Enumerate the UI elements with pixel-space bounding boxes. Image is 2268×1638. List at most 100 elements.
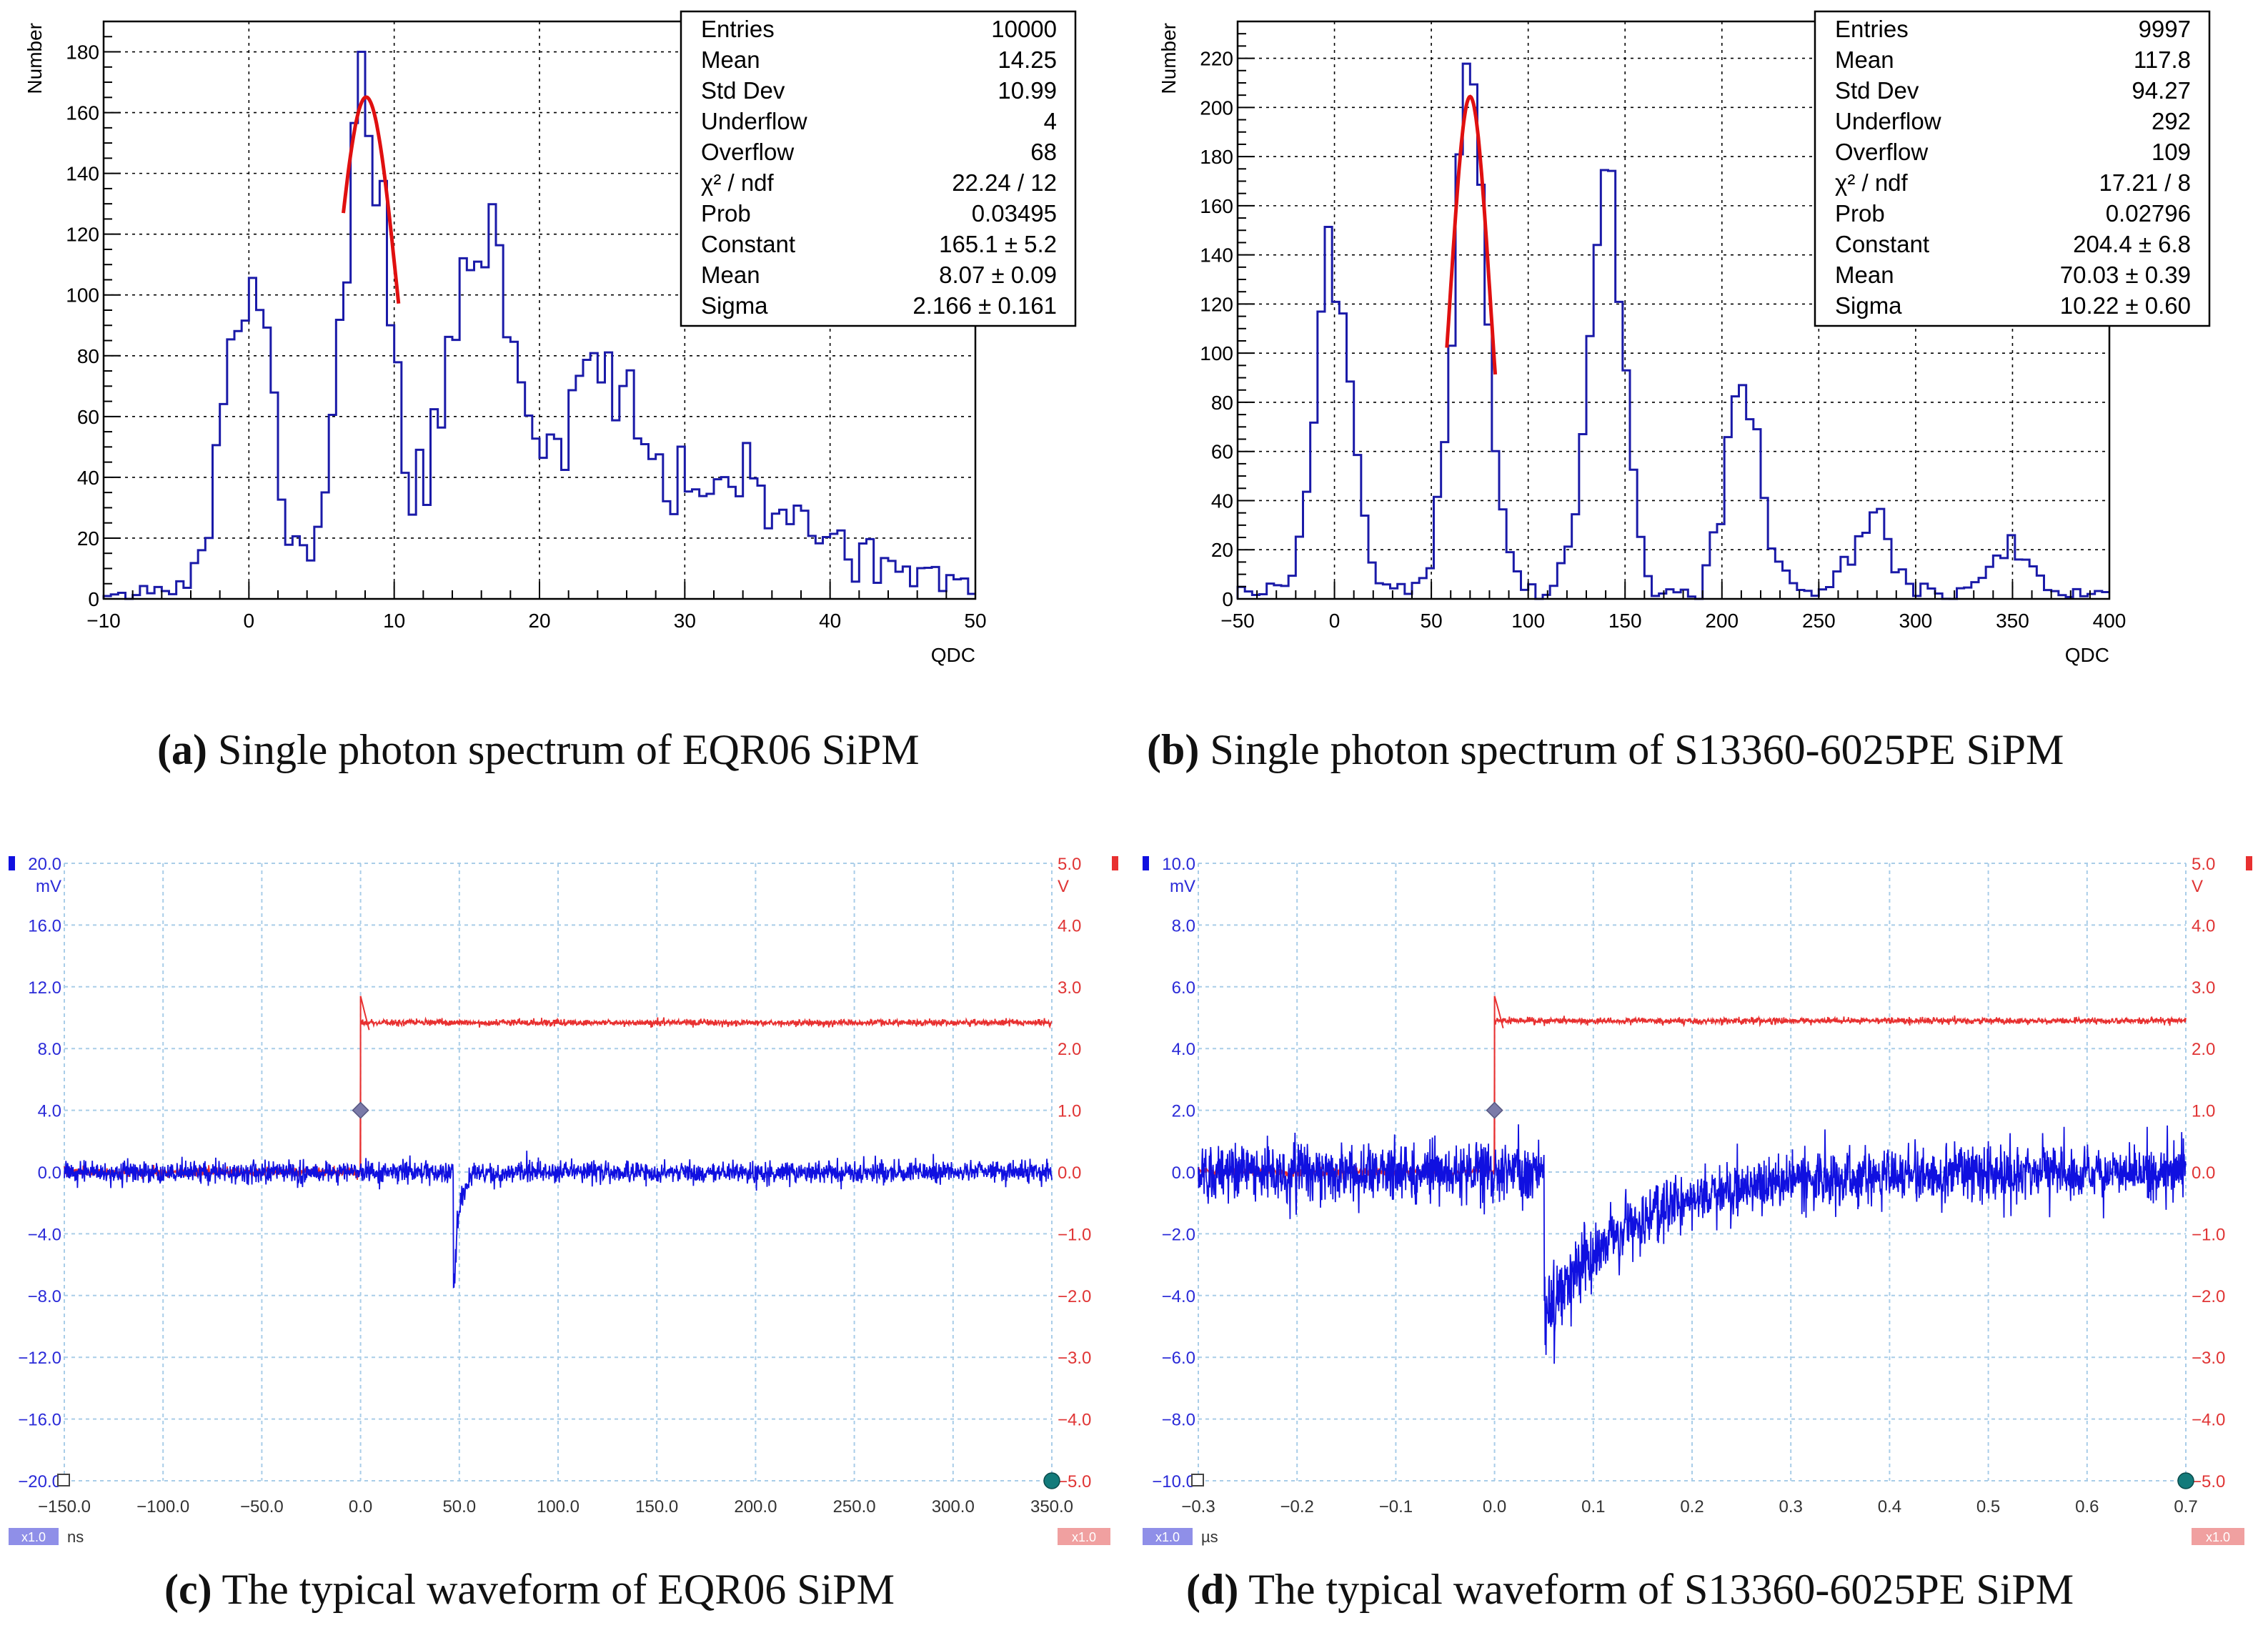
left-tick-label-2: −6.0: [1162, 1349, 1195, 1368]
left-tick-label-1: −8.0: [1162, 1411, 1195, 1430]
caption-d-text: The typical waveform of S13360-6025PE Si…: [1238, 1566, 2074, 1613]
y-axis-label: Number: [1158, 23, 1180, 94]
y-tick-label-1: 20: [77, 527, 99, 550]
x-tick-label-8: 350: [1996, 610, 2029, 632]
right-scale-badge-text: x1.0: [1072, 1530, 1096, 1544]
left-tick-label-5: 0.0: [1172, 1163, 1195, 1183]
x-tick-label-2: 10: [383, 610, 405, 632]
x-tick-label-6: 150.0: [635, 1497, 678, 1517]
stats-label: χ² / ndf: [1835, 169, 1909, 196]
stats-label: Mean: [1835, 46, 1894, 73]
x-tick-label-5: 100.0: [537, 1497, 580, 1517]
x-tick-label-2: 50: [1421, 610, 1443, 632]
signal-trace: [1198, 1124, 2187, 1364]
stats-label: Prob: [701, 200, 751, 227]
stats-value: 70.03 ± 0.39: [2060, 262, 2191, 288]
left-tick-label-6: 2.0: [1172, 1102, 1195, 1121]
x-tick-label-7: 0.4: [1878, 1497, 1901, 1517]
left-tick-label-5: 0.0: [38, 1163, 61, 1183]
stats-label: Constant: [1835, 231, 1929, 257]
caption-b-tag: (b): [1147, 726, 1200, 773]
stats-value: 10000: [991, 16, 1057, 42]
x-tick-label-3: 20: [528, 610, 550, 632]
x-tick-label-1: 0: [1329, 610, 1341, 632]
left-unit-label: mV: [1170, 877, 1195, 896]
x-tick-label-8: 0.5: [1976, 1497, 2000, 1517]
x-tick-label-9: 300.0: [932, 1497, 975, 1517]
x-tick-label-1: −0.2: [1280, 1497, 1314, 1517]
x-tick-label-3: 100: [1511, 610, 1545, 632]
left-tick-label-10: 10.0: [1162, 855, 1195, 874]
panel-d-waveform: −10.0 −8.0 −6.0 −4.0 −2.0 0.0 2.0 4.0 6.0 8.0 10.0…: [1143, 855, 2252, 1546]
stats-label: χ² / ndf: [701, 169, 775, 196]
stats-value: 9997: [2139, 16, 2191, 42]
caption-c: (c) The typical waveform of EQR06 SiPM: [164, 1565, 895, 1614]
stats-label: Mean: [1835, 262, 1894, 288]
right-scale-badge: [2192, 1528, 2244, 1545]
left-scale-badge-text: x1.0: [1155, 1530, 1180, 1544]
stats-label: Entries: [1835, 16, 1909, 42]
stats-value: 292: [2152, 108, 2191, 134]
stats-value: 14.25: [998, 46, 1057, 73]
right-channel-icon: [2246, 856, 2252, 870]
stats-value: 10.22 ± 0.60: [2060, 292, 2191, 319]
x-tick-label-6: 50: [964, 610, 986, 632]
x-tick-label-4: 30: [674, 610, 696, 632]
cursor-marker-icon: [2177, 1472, 2194, 1489]
y-tick-label-5: 100: [1200, 342, 1233, 364]
x-axis-label: QDC: [2065, 644, 2109, 666]
stats-value: 10.99: [998, 77, 1057, 104]
histogram-line: [1236, 62, 2109, 600]
left-channel-icon: [1143, 856, 1149, 870]
x-tick-label-5: 40: [819, 610, 841, 632]
caption-a: (a) Single photon spectrum of EQR06 SiPM: [157, 725, 920, 775]
right-unit-label: V: [1058, 877, 1069, 896]
x-tick-label-4: 150: [1608, 610, 1642, 632]
y-tick-label-0: 0: [1222, 588, 1233, 610]
caption-d-tag: (d): [1186, 1566, 1239, 1613]
x-tick-label-4: 50.0: [442, 1497, 476, 1517]
x-tick-label-3: 0.0: [1483, 1497, 1506, 1517]
right-tick-label-7: 2.0: [1058, 1040, 1081, 1059]
x-tick-label-9: 0.6: [2075, 1497, 2099, 1517]
y-tick-label-8: 160: [66, 102, 99, 124]
left-tick-label-8: 12.0: [28, 978, 61, 998]
stats-value: 117.8: [2134, 46, 2191, 73]
y-tick-label-6: 120: [1200, 293, 1233, 315]
stats-label: Sigma: [1835, 292, 1902, 319]
x-tick-label-5: 0.2: [1680, 1497, 1704, 1517]
right-tick-label-2: −3.0: [2192, 1349, 2225, 1368]
left-tick-label-7: 4.0: [1172, 1040, 1195, 1059]
x-tick-label-4: 0.1: [1581, 1497, 1605, 1517]
x-tick-label-8: 250.0: [833, 1497, 876, 1517]
right-scale-badge: [1058, 1528, 1110, 1545]
stats-value: 0.02796: [2106, 200, 2191, 227]
y-tick-label-7: 140: [66, 163, 99, 185]
right-unit-label: V: [2192, 877, 2203, 896]
left-tick-label-1: −16.0: [18, 1411, 61, 1430]
right-tick-label-7: 2.0: [2192, 1040, 2215, 1059]
right-tick-label-0: −5.0: [2192, 1472, 2225, 1491]
stats-label: Prob: [1835, 200, 1885, 227]
x-tick-label-2: −0.1: [1379, 1497, 1413, 1517]
right-tick-label-8: 3.0: [2192, 978, 2215, 998]
cursor-marker-icon: [1043, 1472, 1060, 1489]
origin-marker-icon: [57, 1474, 70, 1486]
stats-label: Mean: [701, 46, 760, 73]
trigger-trace: [1198, 1015, 2187, 1180]
left-scale-badge: [1143, 1528, 1193, 1545]
x-tick-label-7: 200.0: [734, 1497, 777, 1517]
y-tick-label-10: 200: [1200, 96, 1233, 119]
left-scale-badge: [9, 1528, 59, 1545]
stats-value: 68: [1030, 139, 1057, 165]
trigger-overshoot: [359, 996, 370, 1031]
y-tick-label-8: 160: [1200, 195, 1233, 217]
y-tick-label-2: 40: [1211, 490, 1233, 512]
y-tick-label-1: 20: [1211, 539, 1233, 561]
right-channel-icon: [1112, 856, 1118, 870]
scope-d: −10.0 −8.0 −6.0 −4.0 −2.0 0.0 2.0 4.0 6.0 8.0 10.0…: [1143, 855, 2252, 1546]
left-tick-label-9: 16.0: [28, 916, 61, 935]
x-tick-label-2: −50.0: [240, 1497, 284, 1517]
left-tick-label-8: 6.0: [1172, 978, 1195, 998]
x-axis-label: QDC: [931, 644, 975, 666]
